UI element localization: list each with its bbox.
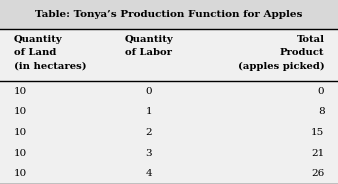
Text: 10: 10 [14, 149, 27, 158]
Text: (apples picked): (apples picked) [238, 62, 324, 71]
Text: 10: 10 [14, 87, 27, 96]
Text: 0: 0 [318, 87, 324, 96]
Text: 8: 8 [318, 107, 324, 116]
Text: 0: 0 [145, 87, 152, 96]
Text: Quantity: Quantity [124, 35, 173, 44]
Text: 3: 3 [145, 149, 152, 158]
Bar [0, 29, 338, 81]
Text: 10: 10 [14, 107, 27, 116]
Text: Product: Product [280, 48, 324, 57]
Text: 26: 26 [311, 169, 324, 178]
Text: 15: 15 [311, 128, 324, 137]
Text: Quantity: Quantity [14, 35, 62, 44]
Bar [0, 0, 338, 29]
Text: 2: 2 [145, 128, 152, 137]
Text: of Land: of Land [14, 48, 56, 57]
Text: 10: 10 [14, 169, 27, 178]
Text: 10: 10 [14, 128, 27, 137]
Text: 4: 4 [145, 169, 152, 178]
Text: Total: Total [296, 35, 324, 44]
Text: (in hectares): (in hectares) [14, 62, 86, 71]
Text: 21: 21 [311, 149, 324, 158]
Text: Table: Tonya’s Production Function for Apples: Table: Tonya’s Production Function for A… [35, 10, 303, 19]
Text: of Labor: of Labor [125, 48, 172, 57]
Text: 1: 1 [145, 107, 152, 116]
